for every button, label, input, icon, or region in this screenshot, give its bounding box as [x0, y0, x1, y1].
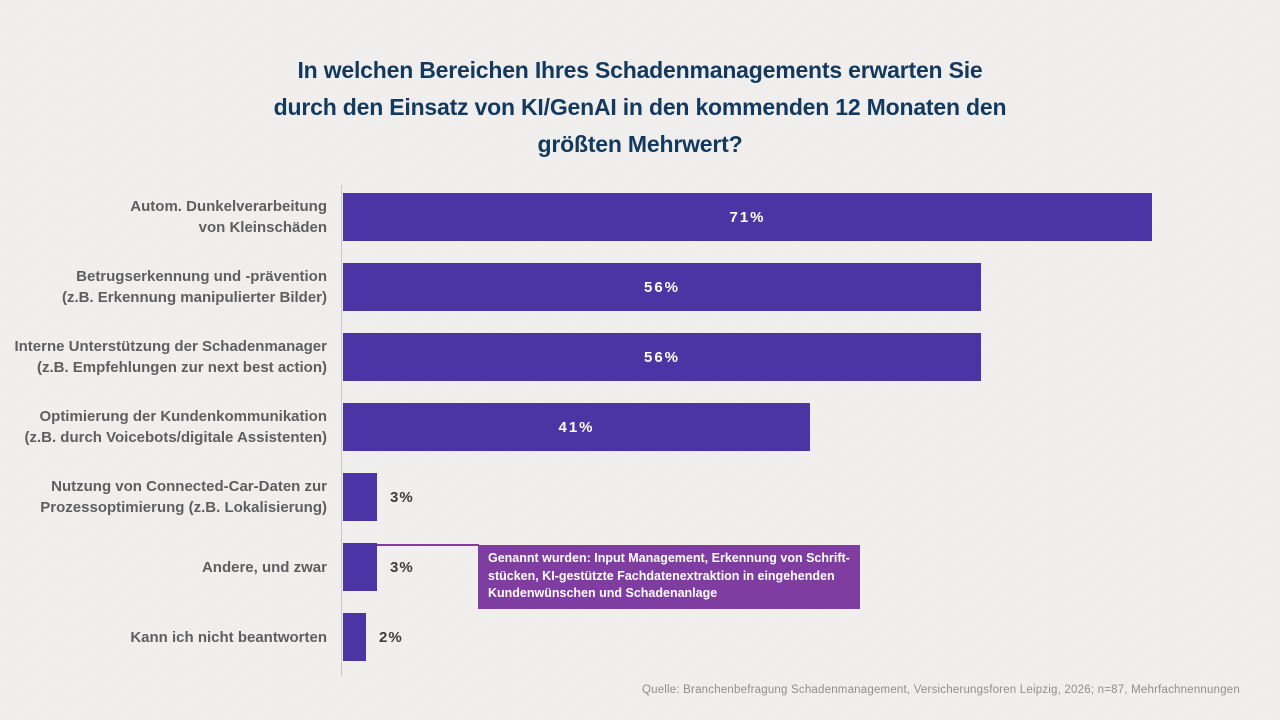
chart-title-line-3: größten Mehrwert?: [537, 131, 743, 157]
category-label-line: Betrugserkennung und -prävention: [76, 268, 327, 285]
bar: 56%: [343, 263, 981, 311]
chart-row: Kann ich nicht beantworten 2%: [0, 613, 1280, 661]
bar: [343, 473, 377, 521]
annotation-line-2: stücken, KI-gestützte Fachdatenextraktio…: [488, 568, 835, 583]
value-label: 71%: [729, 208, 766, 226]
category-label-line: Prozessoptimierung (z.B. Lokalisierung): [40, 499, 327, 516]
value-label: 41%: [558, 418, 595, 436]
category-label: Andere, und zwar: [0, 557, 343, 578]
value-label: 3%: [390, 488, 414, 506]
chart-row: Interne Unterstützung der Schadenmanager…: [0, 333, 1280, 381]
chart-row: Andere, und zwar 3%: [0, 543, 1280, 591]
y-axis-line: [341, 185, 342, 676]
category-label-line: Andere, und zwar: [201, 558, 327, 576]
category-label-line: (z.B. Empfehlungen zur next best action): [36, 359, 327, 376]
chart-title: In welchen Bereichen Ihres Schadenmanage…: [0, 52, 1280, 163]
category-label-line: Interne Unterstützung der Schadenmanager: [14, 338, 327, 355]
value-label: 2%: [379, 628, 403, 646]
category-label-line: Kann ich nicht beantworten: [130, 628, 327, 646]
value-label: 56%: [643, 348, 681, 366]
value-label: 3%: [390, 558, 414, 576]
bar: 41%: [343, 403, 810, 451]
bar: [343, 613, 366, 661]
chart-title-line-2: durch den Einsatz von KI/GenAI in den ko…: [273, 94, 1007, 120]
category-label-line: Optimierung der Kundenkommunikation: [39, 408, 327, 425]
category-label-line: (z.B. durch Voicebots/digitale Assistent…: [24, 429, 327, 446]
category-label: Kann ich nicht beantworten: [0, 627, 343, 648]
bar: [343, 543, 377, 591]
category-label: Betrugserkennung und -prävention (z.B. Er…: [0, 266, 343, 308]
annotation-line-3: Kundenwünschen und Schadenanlage: [488, 586, 718, 600]
chart-row: Autom. Dunkelverarbeitung von Kleinschäde…: [0, 193, 1280, 241]
category-label: Interne Unterstützung der Schadenmanager…: [0, 336, 343, 378]
value-label: 56%: [643, 278, 681, 296]
annotation-box: Genannt wurden: Input Management, Erkenn…: [478, 545, 860, 609]
category-label-line: Nutzung von Connected-Car-Daten zur: [51, 478, 327, 495]
chart-row: Optimierung der Kundenkommunikation (z.B.…: [0, 403, 1280, 451]
category-label: Nutzung von Connected-Car-Daten zur Proze…: [0, 476, 343, 518]
annotation-connector-line: [377, 544, 479, 546]
category-label: Autom. Dunkelverarbeitung von Kleinschäde…: [0, 196, 343, 238]
source-note: Quelle: Branchenbefragung Schadenmanagem…: [641, 684, 1240, 696]
category-label-line: (z.B. Erkennung manipulierter Bilder): [61, 289, 327, 306]
category-label-line: von Kleinschäden: [198, 219, 327, 236]
annotation-line-1: Genannt wurden: Input Management, Erkenn…: [488, 551, 850, 565]
bar: 56%: [343, 333, 981, 381]
chart-row: Betrugserkennung und -prävention (z.B. Er…: [0, 263, 1280, 311]
chart-title-line-1: In welchen Bereichen Ihres Schadenmanage…: [297, 57, 983, 83]
chart-row: Nutzung von Connected-Car-Daten zur Proze…: [0, 473, 1280, 521]
bar: 71%: [343, 193, 1152, 241]
category-label-line: Autom. Dunkelverarbeitung: [130, 198, 327, 215]
category-label: Optimierung der Kundenkommunikation (z.B.…: [0, 406, 343, 448]
